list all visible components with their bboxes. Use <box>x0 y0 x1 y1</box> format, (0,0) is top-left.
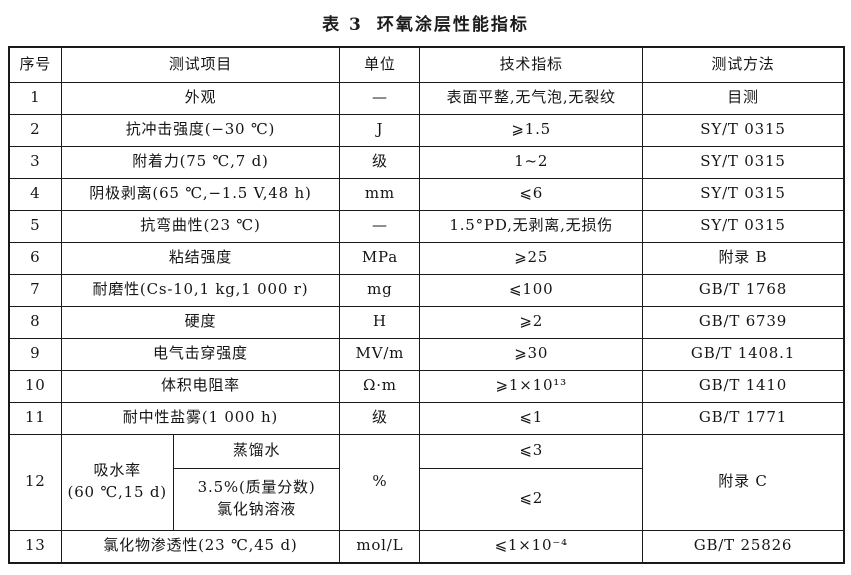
cell-no: 13 <box>8 529 62 564</box>
cell-method: 附录 B <box>641 241 845 275</box>
cell-unit: mol/L <box>339 529 421 564</box>
table-row-3: 3 附着力(75 ℃,7 d) 级 1~2 SY/T 0315 <box>8 145 845 179</box>
cell-method: GB/T 1410 <box>641 369 845 403</box>
table-caption-number: 表 3 <box>322 15 363 35</box>
cell-method: SY/T 0315 <box>641 209 845 243</box>
table-row-13: 13 氯化物渗透性(23 ℃,45 d) mol/L ⩽1×10⁻⁴ GB/T … <box>8 529 845 564</box>
cell-no: 2 <box>8 113 62 147</box>
cell-spec: 1~2 <box>419 145 643 179</box>
table-row-11: 11 耐中性盐雾(1 000 h) 级 ⩽1 GB/T 1771 <box>8 401 845 435</box>
cell-unit: — <box>339 209 421 243</box>
cell-item: 抗冲击强度(−30 ℃) <box>60 113 341 147</box>
cell-spec: ⩽100 <box>419 273 643 307</box>
col-header-spec: 技术指标 <box>419 46 643 83</box>
cell-method: GB/T 6739 <box>641 305 845 339</box>
cell-no: 4 <box>8 177 62 211</box>
table-row-4: 4 阴极剥离(65 ℃,−1.5 V,48 h) mm ⩽6 SY/T 0315 <box>8 177 845 211</box>
cell-unit: MV/m <box>339 337 421 371</box>
cell-item: 耐中性盐雾(1 000 h) <box>60 401 341 435</box>
cell-spec: ⩾30 <box>419 337 643 371</box>
cell-method: SY/T 0315 <box>641 113 845 147</box>
cell-no: 8 <box>8 305 62 339</box>
table-row-8: 8 硬度 H ⩾2 GB/T 6739 <box>8 305 845 339</box>
cell-unit: Ω·m <box>339 369 421 403</box>
cell-unit: — <box>339 81 421 115</box>
table-row-2: 2 抗冲击强度(−30 ℃) J ⩾1.5 SY/T 0315 <box>8 113 845 147</box>
cell-spec: ⩽1×10⁻⁴ <box>419 529 643 564</box>
col-header-index: 序号 <box>8 46 62 83</box>
cell-item: 硬度 <box>60 305 341 339</box>
cell-spec: ⩾1×10¹³ <box>419 369 643 403</box>
cell-no: 12 <box>8 433 62 531</box>
cell-unit: mg <box>339 273 421 307</box>
cell-item: 氯化物渗透性(23 ℃,45 d) <box>60 529 341 564</box>
cell-spec: ⩽3 <box>419 433 643 469</box>
cell-unit: 级 <box>339 401 421 435</box>
cell-unit: H <box>339 305 421 339</box>
col-header-unit: 单位 <box>339 46 421 83</box>
cell-method: SY/T 0315 <box>641 145 845 179</box>
cell-item: 粘结强度 <box>60 241 341 275</box>
cell-method: GB/T 1771 <box>641 401 845 435</box>
table-row-12-sub1: 12 吸水率 (60 ℃,15 d) 蒸馏水 % ⩽3 附录 C <box>8 433 845 531</box>
cell-method: GB/T 1408.1 <box>641 337 845 371</box>
cell-spec: ⩽1 <box>419 401 643 435</box>
cell-no: 3 <box>8 145 62 179</box>
cell-no: 7 <box>8 273 62 307</box>
table-header-row: 序号 测试项目 单位 技术指标 测试方法 <box>8 46 845 83</box>
cell-subitem-nacl-solution: 3.5%(质量分数) 氯化钠溶液 <box>172 467 341 531</box>
cell-subitem-distilled-water: 蒸馏水 <box>172 433 341 469</box>
cell-item: 附着力(75 ℃,7 d) <box>60 145 341 179</box>
cell-unit: MPa <box>339 241 421 275</box>
cell-spec: ⩽6 <box>419 177 643 211</box>
table-row-1: 1 外观 — 表面平整,无气泡,无裂纹 目测 <box>8 81 845 115</box>
table-row-5: 5 抗弯曲性(23 ℃) — 1.5°PD,无剥离,无损伤 SY/T 0315 <box>8 209 845 243</box>
cell-unit: J <box>339 113 421 147</box>
cell-spec: ⩽2 <box>419 467 643 531</box>
item-line1: 吸水率 <box>93 461 141 480</box>
cell-unit: % <box>339 433 421 531</box>
cell-item: 外观 <box>60 81 341 115</box>
cell-spec: ⩾25 <box>419 241 643 275</box>
table-row-12-sub2: 3.5%(质量分数) 氯化钠溶液 ⩽2 <box>9 467 844 531</box>
cell-method: 附录 C <box>641 433 845 531</box>
cell-unit: 级 <box>339 145 421 179</box>
cell-no: 5 <box>8 209 62 243</box>
table-row-6: 6 粘结强度 MPa ⩾25 附录 B <box>8 241 845 275</box>
cell-no: 6 <box>8 241 62 275</box>
cell-spec: 表面平整,无气泡,无裂纹 <box>419 81 643 115</box>
cell-item: 抗弯曲性(23 ℃) <box>60 209 341 243</box>
cell-item-water-absorption: 吸水率 (60 ℃,15 d) <box>60 433 174 531</box>
cell-unit: mm <box>339 177 421 211</box>
cell-no: 10 <box>8 369 62 403</box>
cell-method: GB/T 1768 <box>641 273 845 307</box>
cell-item: 阴极剥离(65 ℃,−1.5 V,48 h) <box>60 177 341 211</box>
cell-no: 9 <box>8 337 62 371</box>
table-row-10: 10 体积电阻率 Ω·m ⩾1×10¹³ GB/T 1410 <box>8 369 845 403</box>
table-caption: 表 3 环氧涂层性能指标 <box>0 0 851 35</box>
subitem-line2: 氯化钠溶液 <box>217 500 297 518</box>
cell-spec: ⩾1.5 <box>419 113 643 147</box>
table-row-7: 7 耐磨性(Cs-10,1 kg,1 000 r) mg ⩽100 GB/T 1… <box>8 273 845 307</box>
cell-item: 体积电阻率 <box>60 369 341 403</box>
col-header-method: 测试方法 <box>641 46 845 83</box>
performance-spec-table: 序号 测试项目 单位 技术指标 测试方法 1 外观 — 表面平整,无气泡,无裂纹… <box>8 46 845 564</box>
table-caption-text: 环氧涂层性能指标 <box>376 15 529 35</box>
cell-spec: 1.5°PD,无剥离,无损伤 <box>419 209 643 243</box>
cell-method: GB/T 25826 <box>641 529 845 564</box>
col-header-item: 测试项目 <box>60 46 341 83</box>
item-line2: (60 ℃,15 d) <box>67 483 167 501</box>
cell-no: 1 <box>8 81 62 115</box>
table-row-9: 9 电气击穿强度 MV/m ⩾30 GB/T 1408.1 <box>8 337 845 371</box>
cell-spec: ⩾2 <box>419 305 643 339</box>
cell-method: 目测 <box>641 81 845 115</box>
cell-item: 耐磨性(Cs-10,1 kg,1 000 r) <box>60 273 341 307</box>
subitem-line1: 3.5%(质量分数) <box>197 478 316 497</box>
cell-no: 11 <box>8 401 62 435</box>
cell-method: SY/T 0315 <box>641 177 845 211</box>
cell-item: 电气击穿强度 <box>60 337 341 371</box>
